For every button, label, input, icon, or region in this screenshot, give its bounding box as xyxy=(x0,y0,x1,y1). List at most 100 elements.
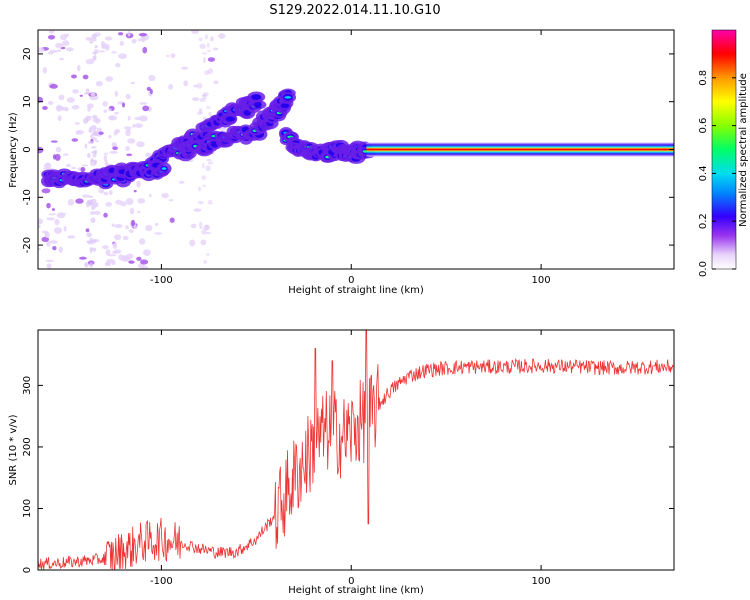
heatmap-speckle xyxy=(193,84,198,88)
heatmap-speckle xyxy=(202,92,209,97)
colorbar: 0.0 0.2 0.4 0.6 0.8 Normalized spectral ampl… xyxy=(698,29,749,277)
heatmap-speckle xyxy=(59,57,65,61)
colorbar-tick-label: 0.4 xyxy=(698,165,709,181)
heatmap-speckle xyxy=(109,116,116,120)
heatmap-speckle xyxy=(79,256,87,260)
heatmap-speckle xyxy=(105,202,113,207)
heatmap-speckle xyxy=(136,210,141,214)
snr-y-axis-label: SNR (10 * v/v) xyxy=(8,414,19,485)
heatmap-speckle xyxy=(80,167,86,173)
heatmap-speckle xyxy=(101,41,105,46)
spectrogram-marks xyxy=(38,30,674,269)
heatmap-speckle xyxy=(62,153,69,156)
heatmap-speckle xyxy=(136,180,141,188)
heatmap-speckle xyxy=(105,76,114,82)
heatmap-speckle xyxy=(46,202,51,209)
y-tick-label: -20 xyxy=(22,237,33,253)
heatmap-speckle xyxy=(86,232,93,238)
heatmap-speckle xyxy=(204,34,208,40)
heatmap-speckle xyxy=(128,229,134,234)
heatmap-speckle xyxy=(81,164,89,167)
heatmap-speckle xyxy=(92,247,97,252)
heatmap-speckle xyxy=(90,217,96,223)
heatmap-speckle xyxy=(89,262,94,268)
heatmap-speckle xyxy=(46,217,56,221)
heatmap-speckle xyxy=(168,84,174,90)
heatmap-speckle xyxy=(143,249,151,256)
heatmap-speckle xyxy=(67,198,75,206)
y-tick-label: 20 xyxy=(22,48,33,61)
heatmap-speckle xyxy=(104,36,113,41)
heatmap-speckle xyxy=(139,102,148,105)
heatmap-speckle xyxy=(191,30,199,35)
heatmap-speckle xyxy=(47,34,56,40)
heatmap-speckle xyxy=(198,186,201,192)
y-tick-label: 100 xyxy=(22,499,33,518)
heatmap-speckle xyxy=(60,106,70,111)
heatmap-speckle xyxy=(145,224,153,232)
heatmap-blob xyxy=(251,94,262,100)
heatmap-speckle xyxy=(48,213,57,216)
heatmap-speckle xyxy=(197,201,204,205)
heatmap-speckle xyxy=(38,146,44,154)
heatmap-speckle xyxy=(38,218,44,225)
heatmap-speckle xyxy=(200,239,207,246)
heatmap-speckle xyxy=(85,115,92,121)
heatmap-speckle xyxy=(126,153,133,157)
heatmap-speckle xyxy=(58,212,67,215)
heatmap-speckle xyxy=(71,74,77,79)
heatmap-speckle xyxy=(166,54,170,57)
heatmap-speckle xyxy=(138,115,148,122)
heatmap-speckle xyxy=(196,82,203,89)
heatmap-speckle xyxy=(183,80,189,87)
heatmap-speckle xyxy=(112,242,118,250)
heatmap-speckle xyxy=(58,246,63,254)
heatmap-speckle xyxy=(52,154,57,160)
heatmap-speckle xyxy=(108,134,112,139)
heatmap-speckle xyxy=(128,260,135,264)
y-tick-label: 300 xyxy=(22,376,33,395)
heatmap-speckle xyxy=(90,140,94,144)
heatmap-speckle xyxy=(44,231,48,237)
heatmap-speckle xyxy=(203,260,208,264)
heatmap-speckle xyxy=(140,259,149,265)
heatmap-speckle xyxy=(82,74,89,80)
heatmap-speckle xyxy=(198,221,203,228)
heatmap-speckle xyxy=(71,105,80,110)
heatmap-speckle xyxy=(203,224,210,231)
heatmap-speckle xyxy=(125,225,129,230)
snr-ticks: -100 0 100 0 100 200 300 xyxy=(22,330,674,587)
colorbar-tick-label: 0.8 xyxy=(698,70,709,86)
heatmap-speckle xyxy=(79,94,83,97)
heatmap-speckle xyxy=(65,47,74,52)
snr-x-axis-label: Height of straight line (km) xyxy=(288,585,424,596)
heatmap-speckle xyxy=(85,228,90,233)
heatmap-speckle xyxy=(155,222,159,227)
heatmap-speckle xyxy=(178,181,185,184)
heatmap-speckle xyxy=(103,154,108,162)
heatmap-blob xyxy=(280,103,290,109)
heatmap-speckle xyxy=(92,202,99,208)
heatmap-speckle xyxy=(49,84,58,89)
heatmap-speckle xyxy=(131,38,137,44)
heatmap-speckle xyxy=(207,57,216,62)
heatmap-speckle xyxy=(208,200,213,203)
colorbar-tick-label: 0.6 xyxy=(698,118,709,134)
colorbar-tick-label: 0.0 xyxy=(698,261,709,277)
heatmap-speckle xyxy=(56,104,63,112)
heatmap-speckle xyxy=(105,249,111,256)
heatmap-speckle xyxy=(120,255,129,262)
heatmap-speckle xyxy=(98,50,106,53)
heatmap-speckle xyxy=(89,211,95,215)
heatmap-speckle xyxy=(114,223,123,229)
heatmap-speckle xyxy=(66,97,75,103)
heatmap-speckle xyxy=(91,239,97,244)
heatmap-speckle xyxy=(112,146,118,151)
y-tick-label: 200 xyxy=(22,437,33,456)
heatmap-speckle xyxy=(98,131,104,135)
heatmap-speckle xyxy=(55,146,62,153)
heatmap-speckle xyxy=(199,43,206,49)
